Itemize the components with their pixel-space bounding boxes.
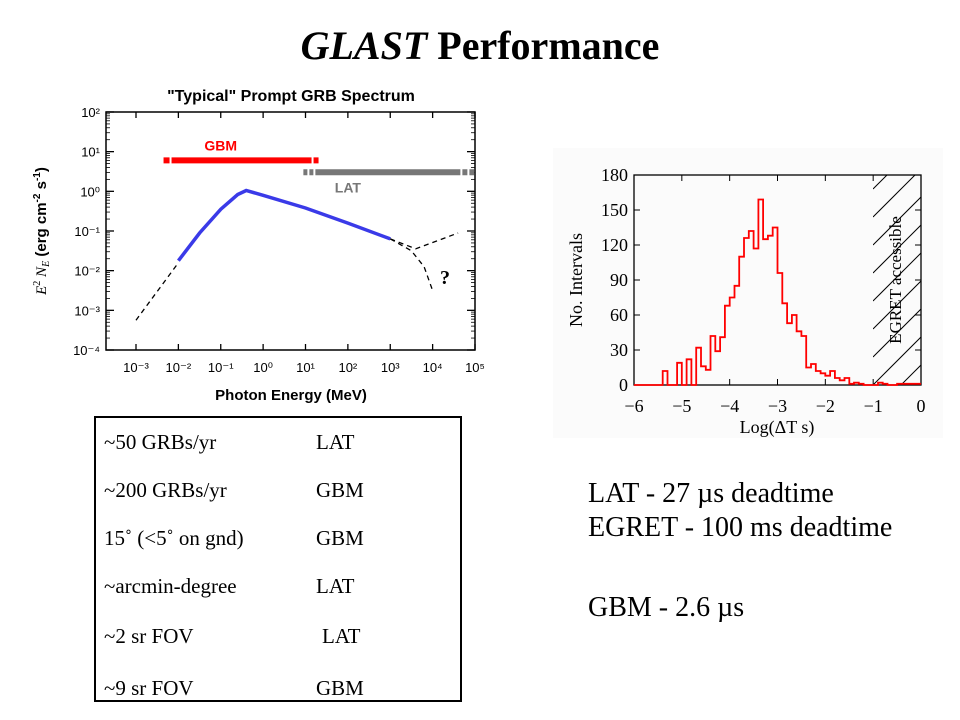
table-row-feature: ~200 GRBs/yr xyxy=(104,478,227,502)
spectrum-ylabel: E2 NE (erg cm-2 s-1) xyxy=(32,167,52,296)
table-row-instrument: LAT xyxy=(316,430,355,454)
x-tick-label: 10⁰ xyxy=(253,360,273,375)
instrument-capability-table: ~50 GRBs/yr LAT ~200 GRBs/yr GBM 15˚ (<5… xyxy=(94,416,462,702)
x-tick-label: 10⁻¹ xyxy=(208,360,234,375)
series-high-energy-extension xyxy=(390,232,459,250)
table-row-feature: ~9 sr FOV xyxy=(104,676,194,700)
slide-title: GLAST Performance xyxy=(0,22,960,69)
spectrum-title: "Typical" Prompt GRB Spectrum xyxy=(167,88,415,105)
band-label-lat: LAT xyxy=(335,179,362,195)
title-italic: GLAST xyxy=(300,23,428,68)
note-gbm-deadtime: GBM - 2.6 µs xyxy=(588,592,745,623)
y-tick-label: 10² xyxy=(81,105,100,120)
note-egret-deadtime: EGRET - 100 ms deadtime xyxy=(588,512,893,543)
y-tick-label: 10¹ xyxy=(81,145,100,160)
x-tick-label: 10⁻² xyxy=(166,360,192,375)
spectrum-xlabel: Photon Energy (MeV) xyxy=(215,387,367,404)
note-lat-deadtime: LAT - 27 µs deadtime xyxy=(588,478,834,509)
table-row-feature: ~arcmin-degree xyxy=(104,574,237,598)
table-row-instrument: LAT xyxy=(316,574,355,598)
x-tick-label: 10⁴ xyxy=(423,360,443,375)
y-tick-label: 10⁻¹ xyxy=(74,224,100,239)
table-row-feature: 15˚ (<5˚ on gnd) xyxy=(104,526,244,550)
y-tick-label: 10⁰ xyxy=(80,184,100,199)
spectrum-frame xyxy=(105,111,476,351)
band-label-gbm: GBM xyxy=(204,137,237,153)
y-tick-label: 10⁻² xyxy=(74,264,100,279)
table-row-instrument: GBM xyxy=(316,526,364,550)
table-row-feature: ~2 sr FOV xyxy=(104,624,194,648)
x-tick-label: 10² xyxy=(338,360,357,375)
table-row-instrument: GBM xyxy=(316,478,364,502)
series-measured-spectrum xyxy=(177,188,391,262)
x-tick-label: 10⁻³ xyxy=(123,360,149,375)
spectrum-question-annotation: ? xyxy=(440,267,450,289)
table-row-instrument: GBM xyxy=(316,676,364,700)
x-tick-label: 10⁵ xyxy=(465,360,485,375)
y-tick-label: 10⁻³ xyxy=(74,303,100,318)
x-tick-label: 10¹ xyxy=(296,360,315,375)
series-low-energy-extrapolation xyxy=(135,262,179,321)
x-tick-label: 10³ xyxy=(381,360,400,375)
table-row-feature: ~50 GRBs/yr xyxy=(104,430,217,454)
y-tick-label: 10⁻⁴ xyxy=(73,343,100,358)
title-rest: Performance xyxy=(427,23,660,68)
series-high-energy-cutoff xyxy=(389,238,434,291)
table-row-instrument: LAT xyxy=(322,624,361,648)
